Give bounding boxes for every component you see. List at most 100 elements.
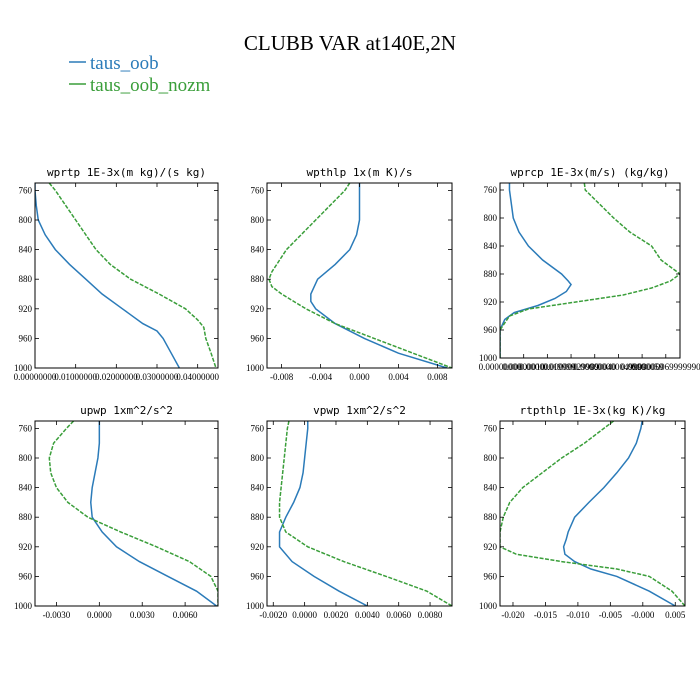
y-tick-label: 1000 (479, 353, 498, 363)
x-tick-label: 0.00000049999 (590, 362, 647, 372)
x-tick-label: 0.0000 (292, 610, 317, 620)
y-tick-label: 920 (251, 542, 265, 552)
panel-6: rtpthlp 1E-3x(kg K)/kg 760 800 840 880 920 960… (479, 404, 686, 620)
y-tick-label: 800 (19, 215, 33, 225)
series-line-taus-oob (562, 421, 676, 606)
x-tick-label: 0.0030 (130, 610, 155, 620)
y-tick-label: 840 (19, 483, 33, 493)
y-tick-label: 840 (251, 245, 265, 255)
plot-frame (34, 182, 219, 369)
y-tick-label: 1000 (246, 601, 265, 611)
x-tick-label: 0.00000069999990 (631, 362, 700, 372)
x-tick-label: -0.004 (309, 372, 333, 382)
y-tick-label: 760 (19, 423, 33, 433)
y-tick-label: 840 (484, 241, 498, 251)
y-tick-label: 840 (484, 483, 498, 493)
x-tick-label: 0.00000000 (14, 372, 57, 382)
x-tick-label: -0.010 (566, 610, 590, 620)
plot-frame (34, 420, 219, 607)
y-tick-label: 960 (19, 571, 33, 581)
panel-5: vpwp 1xm^2/s^2 760 800 840 880 920 960 1000-0.0… (246, 404, 453, 620)
y-tick-label: 800 (251, 453, 265, 463)
plot-frame (499, 182, 681, 359)
x-tick-label: 0.04000000 (176, 372, 219, 382)
y-tick-label: 1000 (14, 363, 33, 373)
x-tick-label: 0.0060 (386, 610, 411, 620)
panel-title: wprtp 1E-3x(m kg)/(s kg) (47, 166, 206, 179)
panel-1: wprtp 1E-3x(m kg)/(s kg) 760 800 840 880 920 9… (14, 166, 220, 382)
y-tick-label: 880 (484, 512, 498, 522)
x-tick-label: 0.01000000 (54, 372, 97, 382)
y-tick-label: 1000 (14, 601, 33, 611)
y-tick-label: 1000 (246, 363, 265, 373)
y-tick-label: 880 (484, 269, 498, 279)
y-tick-label: 920 (19, 304, 33, 314)
panel-title: wprcp 1E-3x(m/s) (kg/kg) (511, 166, 670, 179)
y-tick-label: 880 (19, 274, 33, 284)
panel-title: upwp 1xm^2/s^2 (80, 404, 173, 417)
series-line-taus-oob (90, 421, 218, 606)
x-tick-label: 0.00000029999 (543, 362, 600, 372)
y-tick-label: 800 (251, 215, 265, 225)
panel-title: wpthlp 1x(m K)/s (307, 166, 413, 179)
x-tick-label: -0.020 (501, 610, 525, 620)
y-tick-label: 920 (484, 297, 498, 307)
x-tick-label: -0.008 (270, 372, 294, 382)
x-tick-label: 0.00000059 (621, 362, 664, 372)
y-tick-label: 800 (484, 453, 498, 463)
panel-3: wprcp 1E-3x(m/s) (kg/kg) 760 800 840 880 920 9… (479, 166, 700, 372)
y-tick-label: 800 (19, 453, 33, 463)
figure-title: CLUBB VAR at140E,2N (244, 31, 456, 55)
y-tick-label: 960 (484, 325, 498, 335)
x-tick-label: -0.005 (599, 610, 623, 620)
x-tick-label: -0.000 (631, 610, 655, 620)
y-tick-label: 880 (251, 512, 265, 522)
y-tick-label: 880 (19, 512, 33, 522)
series-line-taus-oob-nozm (500, 421, 685, 606)
x-tick-label: 0.0000 (87, 610, 112, 620)
y-tick-label: 1000 (479, 601, 498, 611)
x-tick-label: 0.03000000 (136, 372, 179, 382)
legend: taus_oob taus_oob_nozm (69, 53, 211, 96)
y-tick-label: 920 (484, 542, 498, 552)
y-tick-label: 960 (19, 333, 33, 343)
panel-2: wpthlp 1x(m K)/s 760 800 840 880 920 960 1000 -0… (246, 166, 453, 382)
x-tick-label: -0.0020 (259, 610, 287, 620)
x-tick-label: 0.0040 (355, 610, 380, 620)
y-tick-label: 840 (19, 245, 33, 255)
plot-frame (499, 420, 686, 607)
y-tick-label: 960 (251, 571, 265, 581)
panel-4: upwp 1xm^2/s^2 760 800 840 880 920 960 1000 -0.0… (14, 404, 219, 620)
y-tick-label: 760 (19, 185, 33, 195)
x-tick-label: 0.00000040 (573, 362, 616, 372)
y-tick-label: 960 (484, 571, 498, 581)
x-tick-label: 0.0060 (173, 610, 198, 620)
y-tick-label: 760 (484, 423, 498, 433)
y-tick-label: 800 (484, 213, 498, 223)
x-tick-label: 0.008 (427, 372, 448, 382)
x-tick-label: 0.005 (665, 610, 686, 620)
x-tick-label: 0.0020 (324, 610, 349, 620)
series-line-taus-oob-nozm (48, 421, 218, 606)
panel-title: vpwp 1xm^2/s^2 (313, 404, 406, 417)
series-line-taus-oob-nozm (278, 421, 452, 606)
series-line-taus-oob-nozm (268, 183, 452, 368)
x-tick-label: 0.0080 (418, 610, 443, 620)
series-line-taus-oob (310, 183, 448, 368)
panels: wprtp 1E-3x(m kg)/(s kg) 760 800 840 880 920 9… (14, 166, 700, 620)
plot-frame (266, 420, 453, 607)
y-tick-label: 960 (251, 333, 265, 343)
x-tick-label: 0.00000000 (479, 362, 522, 372)
legend-label-taus-oob-nozm: taus_oob_nozm (90, 75, 211, 96)
y-tick-label: 760 (484, 185, 498, 195)
y-tick-label: 920 (19, 542, 33, 552)
legend-label-taus-oob: taus_oob (90, 53, 159, 74)
x-tick-label: 0.00000010 (502, 362, 545, 372)
y-tick-label: 760 (251, 185, 265, 195)
x-tick-label: 0.000 (349, 372, 370, 382)
series-line-taus-oob (35, 183, 181, 368)
x-tick-label: -0.0030 (43, 610, 71, 620)
series-line-taus-oob (500, 183, 572, 358)
x-tick-label: 0.02000000 (95, 372, 138, 382)
